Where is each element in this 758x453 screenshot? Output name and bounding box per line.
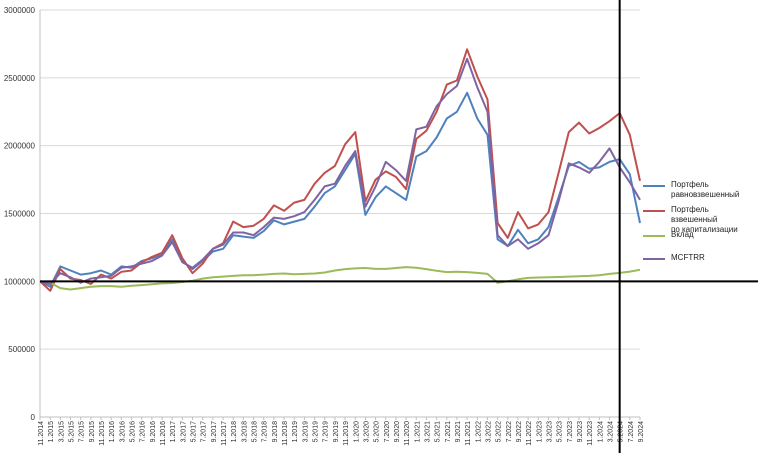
x-tick-label: 7.2024 (628, 421, 635, 443)
x-tick-label: 3.2024 (607, 421, 614, 443)
x-tick-label: 1.2015 (48, 421, 55, 443)
x-axis: 11.2014 1.2015 3.2015 5.2015 7.2015 9.2015 11.… (38, 416, 645, 446)
reference-lines (40, 0, 758, 453)
x-tick-label: 7.2022 (506, 421, 513, 443)
legend-swatch-equal-weight (643, 185, 665, 187)
x-tick-label: 1.2023 (536, 421, 543, 443)
x-tick-label: 11.2018 (282, 421, 289, 446)
x-tick-label: 5.2018 (252, 421, 259, 443)
y-tick-label: 0 (31, 413, 36, 422)
legend-label-equal-weight: Портфель равновзвешенный (671, 180, 740, 199)
x-tick-label: 7.2015 (79, 421, 86, 443)
x-tick-label: 9.2018 (272, 421, 279, 443)
x-tick-label: 11.2016 (160, 421, 167, 446)
x-tick-label: 1.2019 (292, 421, 299, 443)
series-line-3 (39, 57, 641, 285)
x-tick-label: 3.2021 (424, 421, 431, 443)
y-tick-label: 1000000 (4, 277, 36, 286)
x-tick-label: 1.2020 (353, 421, 360, 443)
x-tick-label: 7.2018 (262, 421, 269, 443)
x-tick-label: 5.2022 (496, 421, 503, 443)
x-tick-label: 1.2022 (475, 421, 482, 443)
x-tick-label: 5.2023 (557, 421, 564, 443)
y-tick-label: 1500000 (4, 210, 36, 219)
x-tick-label: 9.2022 (516, 421, 523, 443)
series-lines (39, 48, 641, 292)
x-tick-label: 9.2017 (211, 421, 218, 443)
legend-item-equal-weight: Портфель равновзвешенный (643, 180, 755, 200)
x-tick-label: 5.2015 (69, 421, 76, 443)
legend-item-deposit: Вклад (643, 230, 755, 240)
x-tick-label: 11.2019 (343, 421, 350, 446)
x-tick-label: 11.2014 (38, 421, 45, 446)
legend-label-cap-weight: Портфель взвешенный по капитализации (671, 205, 738, 234)
x-tick-label: 9.2021 (455, 421, 462, 443)
x-tick-label: 1.2017 (170, 421, 177, 443)
x-tick-label: 9.2024 (638, 421, 645, 443)
x-tick-label: 7.2023 (567, 421, 574, 443)
x-tick-label: 3.2020 (363, 421, 370, 443)
x-tick-label: 1.2016 (109, 421, 116, 443)
x-tick-label: 5.2021 (435, 421, 442, 443)
x-tick-label: 3.2019 (302, 421, 309, 443)
x-tick-label: 5.2020 (374, 421, 381, 443)
x-tick-label: 11.2017 (221, 421, 228, 446)
x-tick-label: 7.2020 (384, 421, 391, 443)
legend-item-mcftrr: MCFTRR (643, 253, 755, 263)
x-tick-label: 3.2017 (180, 421, 187, 443)
series-line-0 (39, 91, 641, 288)
x-tick-label: 7.2019 (323, 421, 330, 443)
legend-label-deposit: Вклад (671, 230, 694, 239)
legend-label-mcftrr: MCFTRR (671, 253, 705, 262)
x-tick-label: 11.2020 (404, 421, 411, 446)
x-tick-label: 5.2016 (130, 421, 137, 443)
y-tick-label: 3000000 (4, 6, 36, 15)
x-tick-label: 3.2023 (546, 421, 553, 443)
x-tick-label: 9.2015 (89, 421, 96, 443)
x-tick-label: 5.2019 (313, 421, 320, 443)
x-tick-label: 7.2017 (201, 421, 208, 443)
x-tick-label: 11.2023 (587, 421, 594, 446)
x-tick-label: 1.2021 (414, 421, 421, 443)
y-axis: 0 500000 1000000 1500000 2000000 2500000 30000… (4, 6, 41, 422)
legend-swatch-mcftrr (643, 258, 665, 260)
x-tick-label: 11.2021 (465, 421, 472, 446)
x-tick-label: 11.2015 (99, 421, 106, 446)
x-tick-label: 3.2022 (485, 421, 492, 443)
x-tick-label: 9.2020 (394, 421, 401, 443)
gridlines (40, 9, 640, 418)
x-tick-label: 3.2016 (119, 421, 126, 443)
legend-item-cap-weight: Портфель взвешенный по капитализации (643, 205, 755, 235)
x-tick-label: 9.2023 (577, 421, 584, 443)
x-tick-label: 1.2024 (597, 421, 604, 443)
x-tick-label: 11.2022 (526, 421, 533, 446)
series-line-1 (39, 48, 641, 292)
x-tick-label: 5.2017 (191, 421, 198, 443)
y-tick-label: 500000 (8, 345, 35, 354)
x-tick-label: 5.2024 (618, 421, 625, 443)
series-line-2 (39, 266, 641, 291)
x-tick-label: 9.2016 (150, 421, 157, 443)
legend-swatch-deposit (643, 235, 665, 237)
x-tick-label: 1.2018 (231, 421, 238, 443)
y-tick-label: 2000000 (4, 142, 36, 151)
x-tick-label: 3.2018 (241, 421, 248, 443)
x-tick-label: 9.2019 (333, 421, 340, 443)
x-tick-label: 7.2021 (445, 421, 452, 443)
x-tick-label: 3.2015 (58, 421, 65, 443)
legend-swatch-cap-weight (643, 210, 665, 212)
y-tick-label: 2500000 (4, 74, 36, 83)
x-tick-label: 7.2016 (140, 421, 147, 443)
